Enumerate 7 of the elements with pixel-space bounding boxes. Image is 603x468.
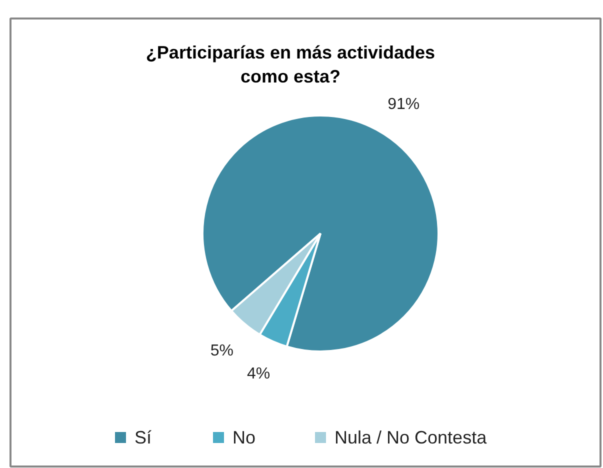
legend-label: No [232,428,256,448]
legend-label: Sí [134,428,152,448]
chart-title: ¿Participarías en más actividades como esta? [146,42,436,86]
data-label: 4% [247,365,270,382]
data-label: 91% [388,96,420,114]
legend-label: Nula / No Contesta [334,428,488,448]
data-label: 5% [210,342,234,360]
